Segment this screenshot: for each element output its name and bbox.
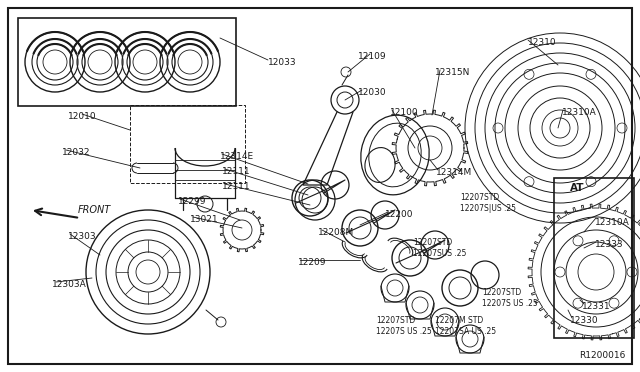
Text: 12333: 12333 <box>595 240 623 249</box>
Text: 12310A: 12310A <box>562 108 596 117</box>
Text: 12314M: 12314M <box>436 168 472 177</box>
Bar <box>18 18 236 106</box>
Text: 12208M: 12208M <box>318 228 355 237</box>
Text: 12314E: 12314E <box>220 152 254 161</box>
Text: 12207S US .25: 12207S US .25 <box>482 299 538 308</box>
Text: 12207S US .25: 12207S US .25 <box>376 327 432 336</box>
Text: 12209: 12209 <box>298 258 326 267</box>
Text: 12111: 12111 <box>222 182 251 191</box>
Text: 12330: 12330 <box>570 316 598 325</box>
Bar <box>130 105 245 183</box>
Text: 12331: 12331 <box>582 302 611 311</box>
Text: 12207SA US .25: 12207SA US .25 <box>435 327 496 336</box>
Text: 12200: 12200 <box>385 210 413 219</box>
Text: 12310A: 12310A <box>595 218 630 227</box>
Text: 12030: 12030 <box>358 88 387 97</box>
Text: 12207STD: 12207STD <box>376 316 415 325</box>
Text: FRONT: FRONT <box>78 205 111 215</box>
Text: 13021: 13021 <box>190 215 219 224</box>
Bar <box>554 178 634 338</box>
Text: 12111: 12111 <box>222 167 251 176</box>
Text: 12207STD: 12207STD <box>413 238 452 247</box>
Text: AT: AT <box>570 183 584 193</box>
Text: 12303A: 12303A <box>52 280 87 289</box>
Text: R1200016: R1200016 <box>579 351 625 360</box>
Text: 12207S|US .25: 12207S|US .25 <box>460 204 516 213</box>
Text: 12100: 12100 <box>390 108 419 117</box>
Text: 12010: 12010 <box>68 112 97 121</box>
Text: 12207SUS .25: 12207SUS .25 <box>413 249 467 258</box>
Text: 12109: 12109 <box>358 52 387 61</box>
Text: 12303: 12303 <box>68 232 97 241</box>
Text: 12207M STD: 12207M STD <box>435 316 483 325</box>
Text: 12207STD: 12207STD <box>482 288 521 297</box>
Text: 12207STD: 12207STD <box>460 193 499 202</box>
Text: 12315N: 12315N <box>435 68 470 77</box>
Text: 12032: 12032 <box>62 148 90 157</box>
Text: 12310: 12310 <box>528 38 557 47</box>
Text: 12033: 12033 <box>268 58 296 67</box>
Text: 12299: 12299 <box>178 197 207 206</box>
